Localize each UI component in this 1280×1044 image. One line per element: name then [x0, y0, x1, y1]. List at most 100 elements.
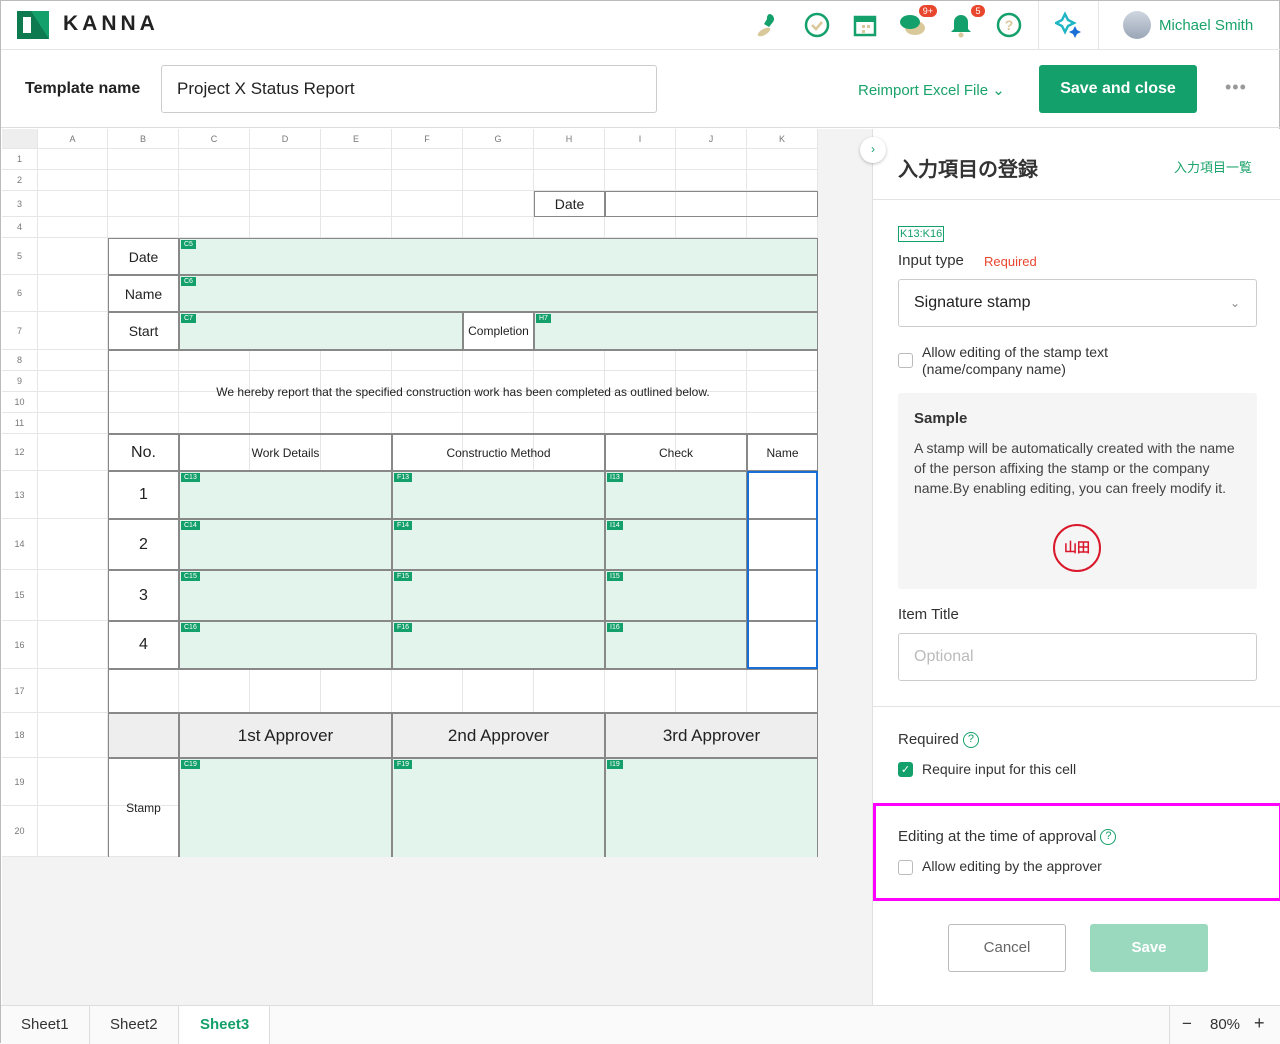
grid-cell[interactable] — [534, 350, 605, 371]
grid-cell[interactable] — [38, 312, 108, 350]
grid-cell[interactable] — [463, 434, 534, 471]
row-header[interactable]: 11 — [2, 413, 38, 434]
collapse-panel-button[interactable]: › — [860, 137, 886, 163]
column-header[interactable]: A — [38, 129, 108, 149]
grid-cell[interactable] — [108, 392, 179, 413]
grid-cell[interactable] — [321, 149, 392, 170]
row-header[interactable]: 9 — [2, 371, 38, 392]
check-header[interactable]: Check — [605, 434, 747, 471]
grid-cell[interactable] — [38, 669, 108, 713]
grid-cell[interactable] — [321, 669, 392, 713]
approver-header[interactable]: 3rd Approver — [605, 713, 818, 758]
method-field[interactable]: F15 — [392, 570, 605, 621]
grid-cell[interactable] — [534, 170, 605, 191]
grid-cell[interactable] — [108, 434, 179, 471]
grid-cell[interactable] — [605, 217, 676, 238]
grid-cell[interactable] — [676, 217, 747, 238]
grid-cell[interactable] — [534, 392, 605, 413]
grid-cell[interactable] — [392, 149, 463, 170]
sparkle-icon[interactable] — [1055, 11, 1083, 39]
row-header[interactable]: 7 — [2, 312, 38, 350]
row-header[interactable]: 3 — [2, 191, 38, 217]
grid-cell[interactable] — [250, 350, 321, 371]
grid-cell[interactable] — [38, 275, 108, 312]
grid-cell[interactable] — [250, 434, 321, 471]
grid-cell[interactable] — [676, 191, 747, 217]
column-header[interactable]: H — [534, 129, 605, 149]
grid-cell[interactable] — [605, 434, 676, 471]
grid-cell[interactable] — [605, 170, 676, 191]
grid-cell[interactable] — [463, 371, 534, 392]
grid-cell[interactable] — [179, 350, 250, 371]
grid-cell[interactable] — [392, 434, 463, 471]
row-number[interactable]: 3 — [108, 570, 179, 621]
more-menu-icon[interactable]: ••• — [1225, 77, 1247, 97]
bell-icon[interactable]: 5 — [947, 5, 985, 39]
row-header[interactable]: 14 — [2, 519, 38, 570]
grid-cell[interactable] — [38, 471, 108, 519]
grid-cell[interactable] — [605, 669, 676, 713]
grid-cell[interactable] — [179, 434, 250, 471]
row-number[interactable]: 2 — [108, 519, 179, 570]
row-number[interactable]: 1 — [108, 471, 179, 519]
check-field[interactable]: I16 — [605, 621, 747, 669]
grid-cell[interactable] — [676, 371, 747, 392]
zoom-out-button[interactable]: − — [1182, 1014, 1192, 1033]
select-all-corner[interactable] — [2, 129, 38, 149]
approver2-stamp[interactable]: F19 — [392, 758, 605, 857]
row-number[interactable]: 4 — [108, 621, 179, 669]
name-label[interactable]: Name — [108, 275, 179, 312]
calendar-icon[interactable] — [851, 11, 879, 39]
name-header[interactable]: Name — [747, 434, 818, 471]
row-header[interactable]: 10 — [2, 392, 38, 413]
zoom-in-button[interactable]: + — [1254, 1013, 1265, 1033]
tab-sheet1[interactable]: Sheet1 — [1, 1006, 90, 1044]
blank-row[interactable] — [108, 669, 818, 713]
grid-cell[interactable] — [108, 170, 179, 191]
allow-approver-checkbox[interactable] — [898, 860, 913, 875]
completion-field[interactable]: H7 — [534, 312, 818, 350]
help-icon[interactable]: ? — [995, 11, 1023, 39]
help-icon[interactable]: ? — [1100, 829, 1117, 846]
name-field[interactable]: C6 — [179, 275, 818, 312]
grid-cell[interactable] — [747, 669, 818, 713]
method-field[interactable]: F14 — [392, 519, 605, 570]
item-title-input[interactable]: Optional — [898, 633, 1257, 681]
grid-cell[interactable] — [747, 170, 818, 191]
grid-cell[interactable] — [108, 758, 179, 806]
save-button[interactable]: Save — [1090, 924, 1208, 972]
avatar[interactable] — [1123, 11, 1151, 39]
no-header[interactable]: No. — [108, 434, 179, 471]
method-header[interactable]: Constructio Method — [392, 434, 605, 471]
grid-cell[interactable] — [38, 621, 108, 669]
grid-cell[interactable] — [747, 434, 818, 471]
row-header[interactable]: 4 — [2, 217, 38, 238]
grid-cell[interactable] — [392, 371, 463, 392]
grid-cell[interactable] — [38, 191, 108, 217]
method-field[interactable]: F16 — [392, 621, 605, 669]
grid-cell[interactable] — [108, 217, 179, 238]
row-header[interactable]: 18 — [2, 713, 38, 758]
row-header[interactable]: 1 — [2, 149, 38, 170]
stamp-icon[interactable] — [754, 11, 782, 39]
check-circle-icon[interactable] — [803, 11, 831, 39]
date-input-top[interactable] — [605, 191, 818, 217]
grid-cell[interactable] — [250, 669, 321, 713]
grid-cell[interactable] — [534, 371, 605, 392]
save-and-close-button[interactable]: Save and close — [1039, 65, 1197, 113]
grid-cell[interactable] — [38, 519, 108, 570]
grid-cell[interactable] — [250, 149, 321, 170]
grid-cell[interactable] — [463, 217, 534, 238]
grid-cell[interactable] — [463, 170, 534, 191]
grid-cell[interactable] — [179, 371, 250, 392]
grid-cell[interactable] — [38, 350, 108, 371]
row-header[interactable]: 17 — [2, 669, 38, 713]
grid-cell[interactable] — [108, 350, 179, 371]
grid-cell[interactable] — [463, 350, 534, 371]
grid-cell[interactable] — [38, 371, 108, 392]
grid-cell[interactable] — [108, 238, 179, 275]
grid-cell[interactable] — [676, 434, 747, 471]
grid-cell[interactable] — [392, 170, 463, 191]
grid-cell[interactable] — [605, 371, 676, 392]
grid-cell[interactable] — [463, 392, 534, 413]
